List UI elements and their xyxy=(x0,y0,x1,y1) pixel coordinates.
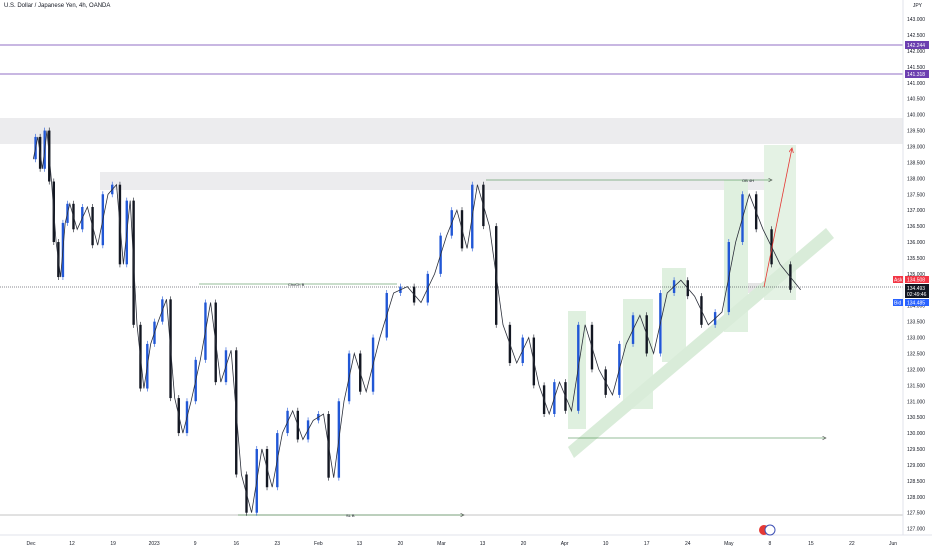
price-tick-label: 140.000 xyxy=(907,113,925,119)
price-tick-label: 143.000 xyxy=(907,17,925,23)
price-tick-label: 129.000 xyxy=(907,463,925,469)
price-tick-label: 131.000 xyxy=(907,399,925,405)
time-tick-label: 19 xyxy=(110,541,116,547)
price-tick-label: 132.500 xyxy=(907,351,925,357)
time-tick-label: 12 xyxy=(69,541,75,547)
price-tick-label: 127.000 xyxy=(907,527,925,533)
price-tick-label: 130.500 xyxy=(907,415,925,421)
level-tag-lower: 141.318 xyxy=(905,70,929,78)
ob-zone-grey xyxy=(730,283,772,293)
price-tick-label: 132.000 xyxy=(907,367,925,373)
svg-text:134.508: 134.508 xyxy=(907,278,925,284)
svg-text:141.318: 141.318 xyxy=(907,72,925,78)
time-tick-label: 13 xyxy=(357,541,363,547)
time-axis[interactable]: Dec 12 19 2023 9 16 23 Feb 13 20 Mar 13 20 Apr 10 17 24 M… xyxy=(27,541,898,547)
svg-text:02:49:46: 02:49:46 xyxy=(907,292,927,298)
time-tick-label: Feb xyxy=(314,541,323,547)
time-tick-label: 23 xyxy=(275,541,281,547)
price-path xyxy=(32,130,801,513)
time-tick-label: 8 xyxy=(768,541,771,547)
time-tick-label: 20 xyxy=(521,541,527,547)
price-tick-label: 142.500 xyxy=(907,33,925,39)
time-tick-label: May xyxy=(724,541,734,547)
rising-channel xyxy=(568,228,834,458)
price-tick-label: 140.500 xyxy=(907,97,925,103)
price-tick-label: 136.500 xyxy=(907,224,925,230)
ask-tag: Ask 134.508 xyxy=(893,276,929,284)
price-tick-label: 127.500 xyxy=(907,511,925,517)
price-tick-label: 128.500 xyxy=(907,479,925,485)
time-tick-label: Apr xyxy=(561,541,569,547)
time-tick-label: Mar xyxy=(437,541,446,547)
price-tick-label: 129.500 xyxy=(907,447,925,453)
choch-label: ChoCh B xyxy=(288,282,305,287)
level-tag-upper: 142.244 xyxy=(905,41,929,49)
price-axis[interactable]: 143.000 142.500 142.000 141.500 141.000 140.5… xyxy=(907,17,925,533)
price-tick-label: 142.000 xyxy=(907,49,925,55)
supply-zone-mid xyxy=(100,172,782,190)
price-tick-label: 141.500 xyxy=(907,65,925,71)
time-tick-label: 22 xyxy=(849,541,855,547)
projection-arrow[interactable] xyxy=(763,148,792,288)
price-tick-label: 130.000 xyxy=(907,431,925,437)
price-tick-label: 136.000 xyxy=(907,240,925,246)
time-tick-label: 13 xyxy=(480,541,486,547)
svg-text:142.244: 142.244 xyxy=(907,43,925,49)
time-tick-label: 15 xyxy=(808,541,814,547)
price-tick-label: 138.000 xyxy=(907,176,925,182)
svg-text:134.485: 134.485 xyxy=(907,301,925,307)
time-tick-label: 16 xyxy=(233,541,239,547)
time-tick-label: 9 xyxy=(194,541,197,547)
price-tick-label: 135.500 xyxy=(907,256,925,262)
bid-tag: Bid 134.485 xyxy=(893,299,929,307)
price-tick-label: 134.000 xyxy=(907,304,925,310)
currency-label: JPY xyxy=(912,3,922,9)
price-tick-label: 137.500 xyxy=(907,192,925,198)
price-tick-label: 141.000 xyxy=(907,81,925,87)
price-tick-label: 131.500 xyxy=(907,383,925,389)
time-tick-label: Jun xyxy=(889,541,897,547)
price-tick-label: 139.000 xyxy=(907,144,925,150)
svg-text:Bid: Bid xyxy=(894,301,901,307)
time-tick-label: 2023 xyxy=(149,541,160,547)
price-tick-label: 135.000 xyxy=(907,272,925,278)
symbol-title[interactable]: U.S. Dollar / Japanese Yen, 4h, OANDA xyxy=(4,3,111,9)
price-tick-label: 133.500 xyxy=(907,320,925,326)
price-tick-label: 139.500 xyxy=(907,129,925,135)
supply-zone-top xyxy=(0,118,903,144)
time-tick-label: 10 xyxy=(603,541,609,547)
time-tick-label: 24 xyxy=(685,541,691,547)
sl-label: SL B xyxy=(346,513,355,518)
ob-label: OB 4H xyxy=(742,178,754,183)
price-tick-label: 128.000 xyxy=(907,495,925,501)
demand-box-1 xyxy=(568,311,586,429)
price-tick-label: 138.500 xyxy=(907,160,925,166)
last-price-tag: 134.493 02:49:46 xyxy=(905,284,929,298)
svg-text:Ask: Ask xyxy=(894,278,903,284)
time-tick-label: 20 xyxy=(398,541,404,547)
time-tick-label: Dec xyxy=(27,541,36,547)
svg-text:134.493: 134.493 xyxy=(907,286,925,292)
time-tick-label: 17 xyxy=(644,541,650,547)
price-tick-label: 137.000 xyxy=(907,208,925,214)
price-tick-label: 133.000 xyxy=(907,336,925,342)
flag-icon[interactable] xyxy=(759,524,776,536)
